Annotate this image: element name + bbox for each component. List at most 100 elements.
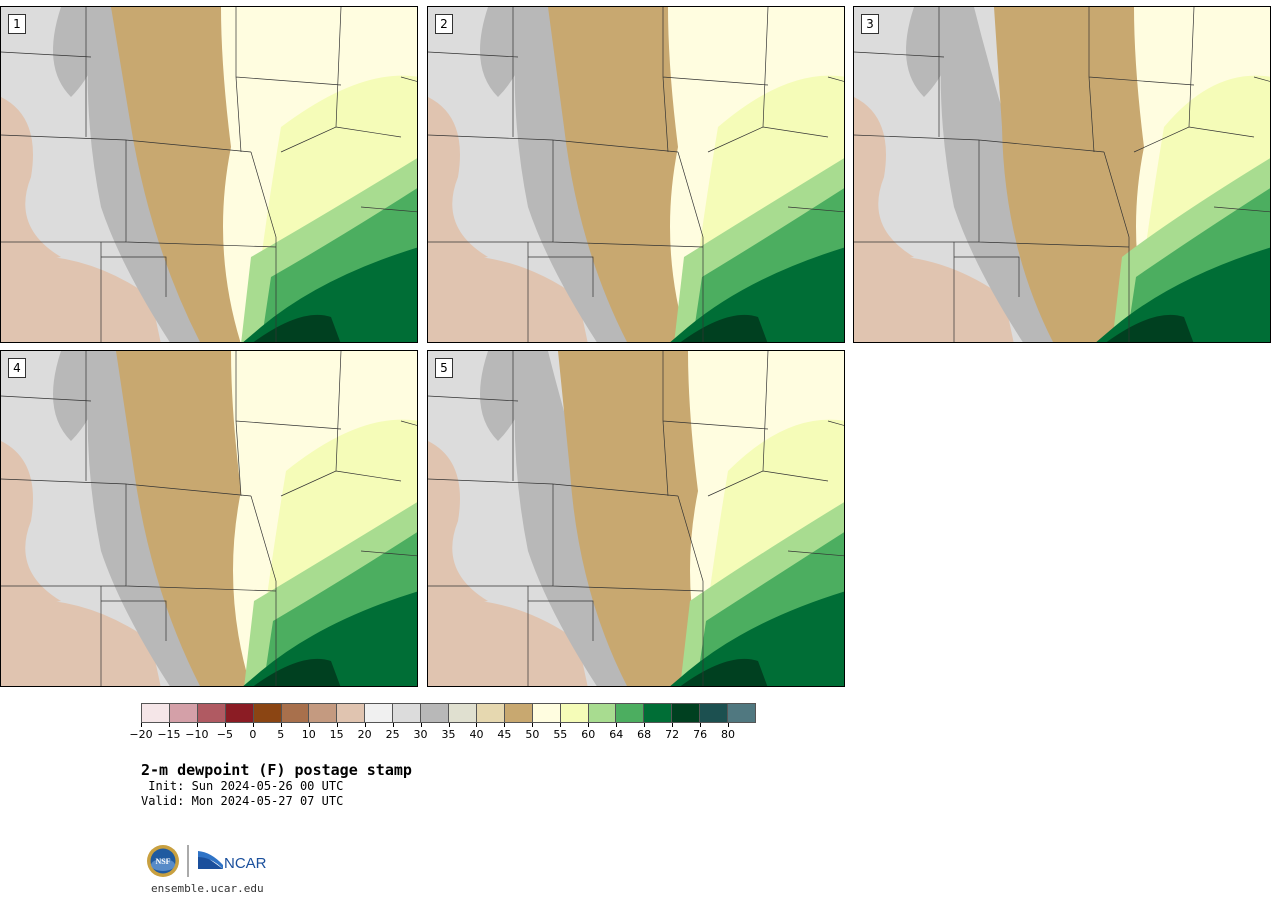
very-dry-region bbox=[854, 97, 914, 267]
state-border bbox=[1, 7, 417, 342]
colorbar-swatch bbox=[225, 704, 254, 722]
colorbar-tick-label: 35 bbox=[441, 728, 456, 741]
very-dry-region bbox=[1, 255, 161, 342]
dewpoint-map-4 bbox=[1, 351, 417, 686]
colorbar-swatch bbox=[365, 704, 394, 722]
ensemble-member-panel-5: 5 bbox=[427, 350, 845, 687]
colorbar-swatch bbox=[448, 704, 477, 722]
colorbar-tick-label: 40 bbox=[469, 728, 484, 741]
colorbar-tick-label: 68 bbox=[637, 728, 652, 741]
colorbar-swatch bbox=[476, 704, 505, 722]
init-time: Init: Sun 2024-05-26 00 UTC bbox=[141, 779, 344, 793]
nsf-ncar-logo: NSF NCAR bbox=[147, 845, 267, 877]
member-label: 5 bbox=[435, 358, 453, 378]
very-dry-region bbox=[428, 97, 488, 267]
colorbar-swatch bbox=[142, 704, 170, 722]
humid-region-72 bbox=[1106, 314, 1194, 342]
colorbar-tick bbox=[532, 723, 534, 727]
colorbar-tick bbox=[168, 723, 170, 727]
colorbar-tick bbox=[392, 723, 394, 727]
humid-region-68 bbox=[1096, 247, 1270, 342]
colorbar-tick bbox=[588, 723, 590, 727]
very-dry-region bbox=[1, 441, 61, 611]
dewpoint-colorbar bbox=[141, 703, 756, 723]
colorbar-tick-label: 25 bbox=[385, 728, 400, 741]
colorbar-swatch bbox=[393, 704, 422, 722]
moist-region-45 bbox=[548, 7, 708, 342]
colorbar-tick bbox=[700, 723, 702, 727]
state-border bbox=[428, 351, 844, 686]
colorbar-tick bbox=[560, 723, 562, 727]
colorbar-swatch bbox=[700, 704, 729, 722]
colorbar-swatch bbox=[644, 704, 673, 722]
website-url: ensemble.ucar.edu bbox=[151, 882, 264, 895]
member-label: 3 bbox=[861, 14, 879, 34]
colorbar-swatch bbox=[197, 704, 226, 722]
colorbar-tick bbox=[141, 723, 142, 727]
colorbar-swatch bbox=[169, 704, 198, 722]
colorbar-swatch bbox=[337, 704, 366, 722]
dewpoint-map-1 bbox=[1, 7, 417, 342]
colorbar-tick-label: −10 bbox=[185, 728, 209, 741]
moist-region-45 bbox=[116, 351, 271, 686]
dewpoint-map-5 bbox=[428, 351, 844, 686]
colorbar-tick-label: −20 bbox=[129, 728, 153, 741]
colorbar-tick-label: 64 bbox=[609, 728, 624, 741]
very-dry-region bbox=[1, 599, 161, 686]
very-dry-region bbox=[1, 97, 61, 267]
chart-title: 2-m dewpoint (F) postage stamp bbox=[141, 761, 412, 779]
colorbar-swatch bbox=[588, 704, 617, 722]
colorbar-tick bbox=[728, 723, 730, 727]
colorbar-tick-label: 50 bbox=[525, 728, 540, 741]
colorbar-tick-label: −5 bbox=[216, 728, 233, 741]
colorbar-swatch bbox=[421, 704, 449, 722]
colorbar-tick-labels: −20 −15 −10 −5 0 5 10 15 20 25 30 35 40 45 50 55 60 64 68 7… bbox=[129, 723, 756, 743]
colorbar-tick bbox=[196, 723, 198, 727]
colorbar-tick bbox=[364, 723, 366, 727]
colorbar-tick bbox=[476, 723, 478, 727]
ensemble-member-panel-1: 1 bbox=[0, 6, 418, 343]
very-dry-region bbox=[854, 255, 1014, 342]
humid-region-68 bbox=[243, 247, 417, 342]
state-border bbox=[1, 351, 417, 686]
colorbar-swatch bbox=[532, 704, 561, 722]
colorbar-tick-label: 45 bbox=[497, 728, 512, 741]
humid-region-68 bbox=[670, 591, 844, 686]
valid-time: Valid: Mon 2024-05-27 07 UTC bbox=[141, 794, 344, 808]
colorbar-tick bbox=[336, 723, 338, 727]
colorbar-tick bbox=[280, 723, 282, 727]
colorbar-swatch bbox=[281, 704, 310, 722]
colorbar-tick-label: 30 bbox=[413, 728, 428, 741]
moist-region-45 bbox=[558, 351, 728, 686]
colorbar-tick bbox=[616, 723, 618, 727]
colorbar-tick-label: 0 bbox=[249, 728, 257, 741]
colorbar-tick-label: 5 bbox=[277, 728, 285, 741]
member-label: 1 bbox=[8, 14, 26, 34]
colorbar-tick bbox=[448, 723, 450, 727]
colorbar-tick bbox=[504, 723, 506, 727]
very-dry-region bbox=[428, 255, 588, 342]
humid-region-72 bbox=[680, 658, 768, 686]
state-border bbox=[428, 7, 844, 342]
colorbar-swatch bbox=[728, 704, 755, 722]
colorbar-tick bbox=[308, 723, 310, 727]
very-dry-region bbox=[428, 599, 588, 686]
humid-region-72 bbox=[253, 314, 341, 342]
colorbar-tick bbox=[672, 723, 674, 727]
dewpoint-map-2 bbox=[428, 7, 844, 342]
colorbar-swatch bbox=[504, 704, 533, 722]
colorbar-tick-label: 20 bbox=[357, 728, 372, 741]
colorbar-tick bbox=[224, 723, 226, 727]
state-border bbox=[854, 7, 1270, 342]
colorbar-tick-label: 60 bbox=[581, 728, 596, 741]
member-label: 4 bbox=[8, 358, 26, 378]
colorbar-swatch bbox=[560, 704, 589, 722]
colorbar-tick bbox=[420, 723, 422, 727]
humid-region-72 bbox=[680, 314, 768, 342]
colorbar-tick-label: 10 bbox=[301, 728, 316, 741]
member-label: 2 bbox=[435, 14, 453, 34]
colorbar-swatch bbox=[616, 704, 645, 722]
colorbar-tick-label: 72 bbox=[665, 728, 680, 741]
colorbar-swatch bbox=[309, 704, 338, 722]
colorbar-tick bbox=[644, 723, 646, 727]
